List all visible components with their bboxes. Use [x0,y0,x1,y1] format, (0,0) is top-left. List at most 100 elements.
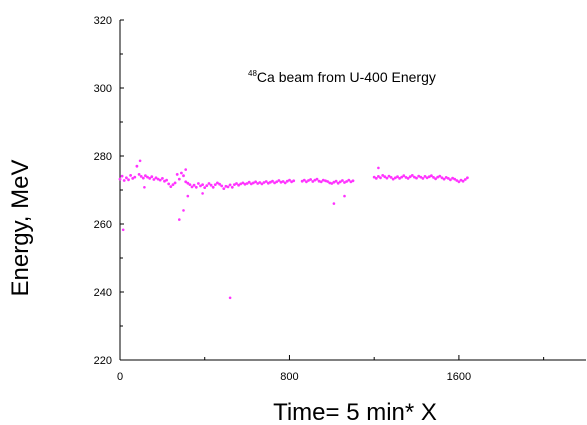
data-point [201,183,205,187]
data-point [313,178,317,182]
data-point [161,177,164,180]
data-point [222,187,226,191]
y-tick-label: 260 [94,219,112,231]
data-point [154,176,158,180]
data-point [430,174,433,178]
data-point [252,181,255,185]
x-tick-label: 1600 [447,371,471,383]
data-point [165,178,169,182]
data-point [237,183,241,187]
data-point [455,179,459,182]
data-point [427,175,431,179]
data-point [190,185,194,189]
data-point [264,180,268,183]
data-point [459,178,463,182]
data-point [305,180,308,184]
data-point [317,179,321,183]
data-point [254,180,257,184]
data-point [406,177,410,180]
data-point [377,175,380,178]
data-point [391,177,395,181]
data-point [167,182,171,186]
data-point [398,177,401,180]
data-point [442,177,446,181]
data-point [146,175,149,179]
data-point [129,174,133,177]
data-point [307,179,310,182]
annotation-text: Ca beam from U-400 Energy [257,69,436,85]
data-point [182,174,185,178]
data-point [404,176,408,179]
outlier-point [143,186,146,189]
data-point [163,179,166,183]
outlier-point [121,228,125,232]
data-point [266,181,270,185]
data-point [432,176,435,179]
data-point [285,179,289,183]
data-point [148,177,152,180]
data-point [249,182,253,186]
data-point [135,164,139,168]
data-point [415,176,418,180]
data-point [275,180,279,184]
data-point [188,183,192,187]
data-point [417,174,421,178]
data-point [336,181,340,185]
data-point [233,183,236,187]
data-point [389,176,393,179]
data-point [283,181,287,185]
data-point [413,175,416,179]
data-point [400,175,404,179]
data-point [186,181,190,185]
outlier-point [184,168,187,171]
data-point [152,178,156,181]
data-point [199,184,202,188]
data-point [381,174,385,177]
data-point [410,174,414,177]
data-point [277,179,281,182]
data-point [177,177,181,181]
data-point [269,180,272,184]
data-point [440,176,444,180]
data-point [288,178,291,182]
data-point [211,185,215,189]
outlier-point [343,194,346,198]
data-point [133,175,137,179]
data-point [271,179,274,183]
data-point [438,174,442,178]
data-point [144,174,147,178]
data-point [258,181,262,184]
data-point [372,175,376,179]
chart-annotation: 48Ca beam from U-400 Energy [248,69,436,85]
x-axis-title: Time= 5 min* X [273,399,437,425]
data-point [125,176,128,180]
data-point [205,184,209,188]
outlier-point [228,296,232,300]
annotation-superscript: 48 [248,69,257,78]
data-points [118,159,469,300]
data-point [194,185,198,189]
data-point [273,181,276,185]
data-point [332,180,336,184]
data-point [451,176,454,180]
data-point [461,179,465,183]
data-point [374,177,378,180]
data-point [341,179,344,182]
data-point [281,180,285,183]
data-point [158,178,162,182]
x-tick-label: 800 [280,371,298,383]
y-tick-label: 300 [94,83,112,95]
data-point [256,182,260,185]
x-tick-label: 0 [117,371,123,383]
data-point [192,183,196,187]
data-point [351,179,355,183]
data-point [321,178,325,182]
data-point [175,173,179,176]
data-point [122,179,126,182]
data-point [292,179,296,183]
data-point [302,178,306,182]
data-point [150,175,154,179]
data-point [385,176,389,180]
data-point [334,179,338,183]
